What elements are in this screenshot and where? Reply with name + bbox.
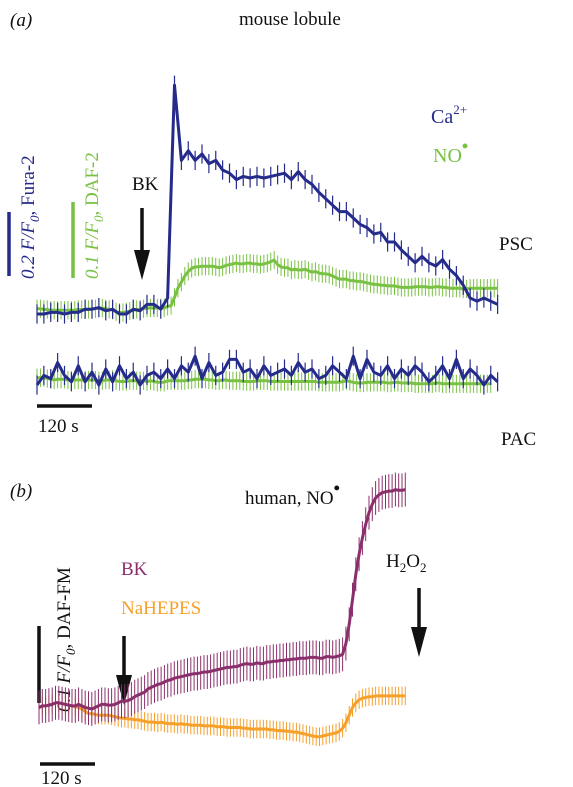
- legend-ca-sup: 2+: [453, 102, 467, 117]
- legend-no-text: NO: [433, 145, 462, 167]
- legend-no: NO•: [433, 136, 468, 167]
- bk-trace: [38, 472, 406, 726]
- dafm-scale-label: 0.1 F/F0, DAF-FM: [54, 567, 78, 712]
- time-scale-label-b: 120 s: [41, 768, 82, 787]
- legend-no-sup: •: [462, 136, 468, 156]
- dafm-scale-sub: 0: [63, 648, 78, 655]
- panel-a: (a) mouse lobule Ca2+ NO• BK 0.2 F/F0, F…: [7, 9, 536, 450]
- h2o2-sub1: 2: [400, 560, 407, 575]
- series-line: [38, 488, 406, 711]
- daf2-scale-italic: 0.1 F/F: [82, 222, 103, 279]
- panel-b: (b) human, NO• BK NaHEPES H2O2 0.1 F/F0,…: [10, 472, 427, 787]
- dafm-scale-rest: , DAF-FM: [54, 567, 75, 648]
- h2o2-stimulus-label: H2O2: [386, 551, 426, 575]
- h2o2-sub2: 2: [420, 560, 427, 575]
- legend-nahepes: NaHEPES: [121, 598, 201, 619]
- panel-b-title-sup: •: [334, 478, 340, 498]
- time-scale-label-a: 120 s: [38, 416, 79, 437]
- legend-bk: BK: [121, 559, 148, 580]
- fura-scale-italic: 0.2 F/F: [18, 222, 39, 279]
- panel-a-label: (a): [10, 10, 32, 31]
- fura-scale-label: 0.2 F/F0, Fura-2: [18, 155, 42, 279]
- panel-a-title: mouse lobule: [239, 9, 341, 30]
- bk-arrow-icon: [134, 208, 150, 280]
- panel-b-title-text: human, NO: [245, 488, 334, 509]
- series-line: [37, 83, 499, 316]
- psc-ca-trace: [36, 75, 499, 324]
- h2o2-arrow-icon: [411, 588, 427, 657]
- fura-scale-rest: , Fura-2: [18, 155, 39, 215]
- panel-b-title: human, NO•: [245, 478, 340, 509]
- h2o2-o: O: [406, 551, 420, 572]
- psc-label: PSC: [499, 234, 533, 255]
- bk-stimulus-label: BK: [132, 174, 159, 195]
- daf2-scale-sub: 0: [91, 215, 106, 222]
- nahepes-trace: [38, 686, 406, 746]
- pac-ca-trace: [35, 346, 499, 395]
- daf2-scale-rest: , DAF-2: [82, 152, 103, 215]
- h2o2-h: H: [386, 551, 400, 572]
- pac-label: PAC: [501, 429, 536, 450]
- bk-arrow-b-icon: [116, 636, 132, 705]
- legend-ca: Ca2+: [431, 102, 467, 128]
- series-line: [35, 354, 499, 387]
- daf2-scale-label: 0.1 F/F0, DAF-2: [82, 152, 106, 279]
- panel-b-label: (b): [10, 481, 32, 502]
- fura-scale-sub: 0: [27, 215, 42, 222]
- legend-ca-text: Ca: [431, 106, 453, 128]
- series-line: [38, 694, 406, 739]
